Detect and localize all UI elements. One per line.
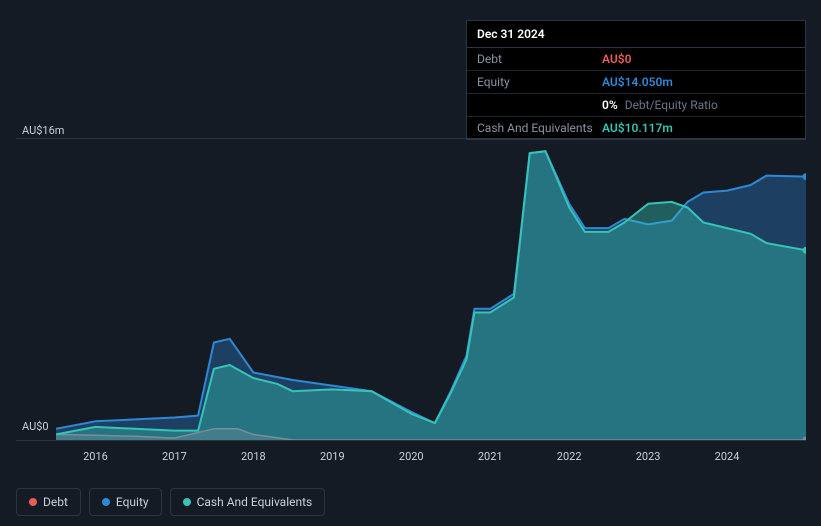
x-tick-label: 2016 — [83, 450, 108, 463]
x-tick-label: 2024 — [715, 450, 740, 463]
tooltip-row-value: AU$0 — [602, 52, 632, 66]
main-chart — [56, 140, 806, 440]
tooltip-row: DebtAU$0 — [467, 48, 805, 71]
tooltip-row-label: Cash And Equivalents — [477, 121, 602, 135]
tooltip-date: Dec 31 2024 — [467, 21, 805, 48]
grid-line-bottom — [16, 440, 806, 441]
grid-line-top — [16, 138, 806, 139]
series-area-cash-and-equivalents — [56, 151, 806, 440]
chart-legend: Debt Equity Cash And Equivalents — [16, 488, 325, 516]
x-tick-label: 2021 — [478, 450, 503, 463]
x-tick-label: 2020 — [399, 450, 424, 463]
legend-label: Cash And Equivalents — [197, 495, 313, 509]
tooltip-row-value: AU$14.050m — [602, 75, 673, 89]
legend-label: Debt — [43, 495, 68, 509]
legend-dot-icon — [102, 498, 110, 506]
legend-dot-icon — [29, 498, 37, 506]
legend-item-cash-and-equivalents[interactable]: Cash And Equivalents — [170, 488, 326, 516]
legend-item-equity[interactable]: Equity — [89, 488, 162, 516]
tooltip-row-label — [477, 98, 602, 112]
x-tick-label: 2017 — [162, 450, 187, 463]
tooltip-row: EquityAU$14.050m — [467, 71, 805, 94]
y-axis-min-label: AU$0 — [22, 420, 49, 433]
x-tick-label: 2023 — [636, 450, 661, 463]
tooltip-row-value: 0% Debt/Equity Ratio — [602, 98, 718, 112]
tooltip-row: Cash And EquivalentsAU$10.117m — [467, 117, 805, 139]
legend-label: Equity — [116, 495, 149, 509]
x-tick-label: 2018 — [241, 450, 266, 463]
legend-item-debt[interactable]: Debt — [16, 488, 81, 516]
legend-dot-icon — [183, 498, 191, 506]
tooltip-row: 0% Debt/Equity Ratio — [467, 94, 805, 117]
tooltip-row-value: AU$10.117m — [602, 121, 673, 135]
x-tick-label: 2022 — [557, 450, 582, 463]
y-axis-max-label: AU$16m — [22, 124, 64, 137]
tooltip-row-sublabel: Debt/Equity Ratio — [622, 98, 718, 112]
x-tick-label: 2019 — [320, 450, 345, 463]
tooltip-row-label: Equity — [477, 75, 602, 89]
chart-tooltip: Dec 31 2024 DebtAU$0EquityAU$14.050m0% D… — [466, 20, 806, 140]
x-axis: 2016 2017 2018 2019 2020 2021 2022 2023 2024 — [56, 450, 806, 466]
tooltip-row-label: Debt — [477, 52, 602, 66]
